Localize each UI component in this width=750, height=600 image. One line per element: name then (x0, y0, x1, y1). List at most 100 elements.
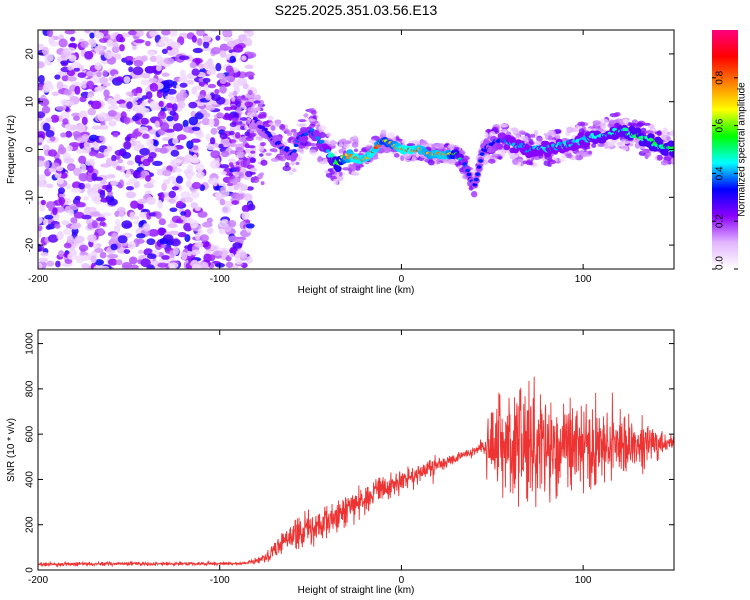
spectrogram-cell (536, 140, 542, 145)
spectrogram-cell (38, 174, 47, 182)
spectrogram-cell (622, 118, 629, 123)
spectrogram-cell (52, 207, 58, 216)
spectrogram-cell (219, 198, 226, 206)
spectrogram-cell (116, 33, 124, 43)
spectrogram-cell (146, 196, 156, 205)
spectrogram-cell (146, 138, 154, 147)
spectrogram-cell (338, 148, 344, 154)
spectrogram-cell (587, 150, 593, 155)
spectrogram-cell (139, 211, 146, 219)
spectrogram-cell (120, 32, 131, 38)
spectrogram-cell (260, 159, 268, 166)
spectrogram-cell (161, 183, 167, 191)
spectrogram-cell (351, 141, 359, 148)
spectrogram-cell (219, 164, 230, 169)
spectrogram-cell (173, 246, 179, 256)
spectrogram-cell (197, 228, 204, 235)
spectrogram-cell (210, 245, 220, 251)
spectrogram-cell (172, 123, 184, 132)
spectrogram-cell (129, 256, 138, 265)
spectrogram-cell (68, 209, 74, 217)
spectrogram-cell (172, 137, 179, 145)
spectrogram-cell (146, 238, 156, 246)
spectrogram-cell (533, 130, 539, 136)
spectrogram-cell (79, 96, 87, 103)
spectrogram-cell (133, 59, 144, 67)
x-tick-label: 100 (575, 274, 592, 285)
spectrogram-cell (237, 95, 242, 102)
spectrogram-cell (286, 130, 293, 135)
spectrogram-cell (107, 105, 119, 110)
x-axis-label: Height of straight line (km) (298, 285, 415, 296)
spectrogram-cell (142, 223, 151, 232)
spectrogram-cell (134, 39, 145, 44)
y-tick-label: 200 (25, 516, 36, 533)
spectrogram-cell (39, 98, 50, 107)
spectrogram-cell (81, 116, 88, 126)
spectrogram-cell (47, 149, 58, 157)
spectrogram-cell (78, 110, 88, 119)
spectrogram-cell (240, 166, 246, 174)
spectrogram-cell (72, 130, 82, 138)
spectrogram-cell (123, 249, 131, 254)
spectrogram-cell (114, 53, 122, 60)
spectrogram-cell (303, 113, 309, 118)
spectrogram-cells (38, 30, 674, 269)
spectrogram-cell (661, 149, 669, 156)
spectrogram-cell (654, 131, 662, 135)
spectrogram-cell (114, 219, 121, 225)
x-tick-label: 100 (575, 575, 592, 586)
spectrogram-cell (175, 175, 184, 184)
spectrogram-cell (274, 121, 281, 127)
spectrogram-cell (342, 167, 351, 171)
spectrogram-cell (121, 262, 132, 269)
spectrogram-cell (190, 157, 201, 164)
spectrogram-cell (608, 141, 615, 148)
spectrogram-cell (622, 140, 631, 144)
spectrogram-cell (240, 136, 246, 141)
spectrogram-cell (175, 168, 182, 173)
spectrogram-cell (101, 212, 112, 217)
spectrogram-cell (136, 233, 146, 239)
spectrogram-cell (246, 52, 257, 59)
spectrogram-cell (279, 156, 286, 162)
spectrogram-cell (419, 139, 428, 145)
spectrogram-cell (44, 160, 50, 169)
spectrogram-cell (351, 170, 356, 175)
spectrogram-cell (38, 137, 44, 143)
spectrogram-cell (380, 129, 387, 135)
spectrogram-cell (191, 35, 197, 43)
spectrogram-cell (230, 105, 238, 110)
spectrogram-cell (123, 76, 131, 84)
spectrogram-cell (256, 120, 264, 127)
spectrogram-cell (210, 150, 221, 159)
spectrogram-cell (188, 116, 199, 126)
spectrogram-cell (243, 30, 252, 33)
spectrogram-cell (293, 143, 299, 148)
spectrogram-cell (159, 147, 168, 154)
spectrogram-cell (78, 244, 89, 252)
spectrogram-cell (639, 145, 646, 149)
spectrogram-cell (58, 144, 65, 153)
spectrogram-cell (183, 196, 194, 203)
spectrogram-cell (229, 142, 237, 147)
spectrogram-cell (38, 180, 45, 188)
spectrogram-cell (102, 82, 111, 87)
spectrogram-cell (158, 192, 165, 200)
spectrogram-cell (492, 127, 498, 132)
spectrogram-cell (243, 193, 253, 202)
spectrogram-cell (239, 151, 245, 159)
spectrogram-cell (205, 104, 216, 111)
spectrogram-cell (228, 92, 234, 98)
spectrogram-cell (186, 79, 195, 85)
spectrogram-cell (91, 211, 101, 217)
spectrogram-cell (427, 159, 435, 166)
spectrogram-cell (189, 61, 197, 69)
spectrogram-cell (551, 130, 556, 137)
spectrogram-cell (206, 143, 216, 151)
y-tick-label: -20 (25, 237, 36, 252)
spectrogram-cell (51, 91, 60, 97)
spectrogram-cell (173, 159, 183, 164)
spectrogram-cell (138, 126, 149, 133)
